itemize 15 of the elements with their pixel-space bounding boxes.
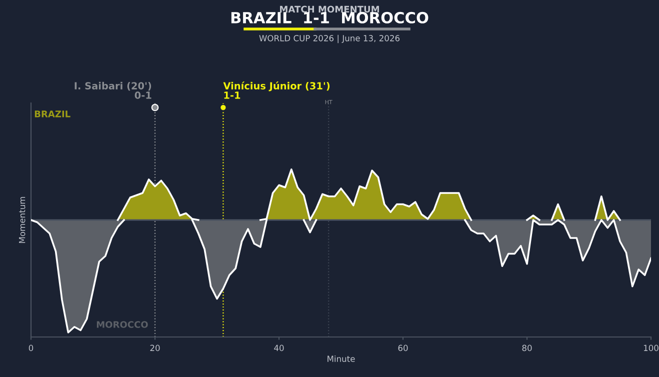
- x-tick-label: 40: [274, 344, 284, 352]
- chart-title: BRAZIL 1-1 MOROCCO: [231, 12, 428, 24]
- x-tick-label: 60: [398, 344, 408, 352]
- text: MATCH MOMENTUM: [280, 6, 379, 13]
- x-tick-label: 80: [522, 344, 532, 352]
- series-label: MOROCCO: [96, 321, 148, 328]
- ref-line-label: Vinícius Júnior (31') 1-1: [223, 82, 330, 99]
- text: BRAZIL: [34, 110, 70, 118]
- x-tick-label: 100: [644, 344, 658, 352]
- x-tick-label: 20: [150, 344, 160, 352]
- x-axis-title: Minute: [328, 355, 355, 362]
- ref-line-label: I. Saibari (20') 0-1: [74, 82, 152, 99]
- x-tick-label: 0: [28, 344, 34, 352]
- y-axis-title: Momentum: [19, 196, 26, 243]
- chart-subtitle: WORLD CUP 2026 | June 13, 2026: [259, 34, 400, 44]
